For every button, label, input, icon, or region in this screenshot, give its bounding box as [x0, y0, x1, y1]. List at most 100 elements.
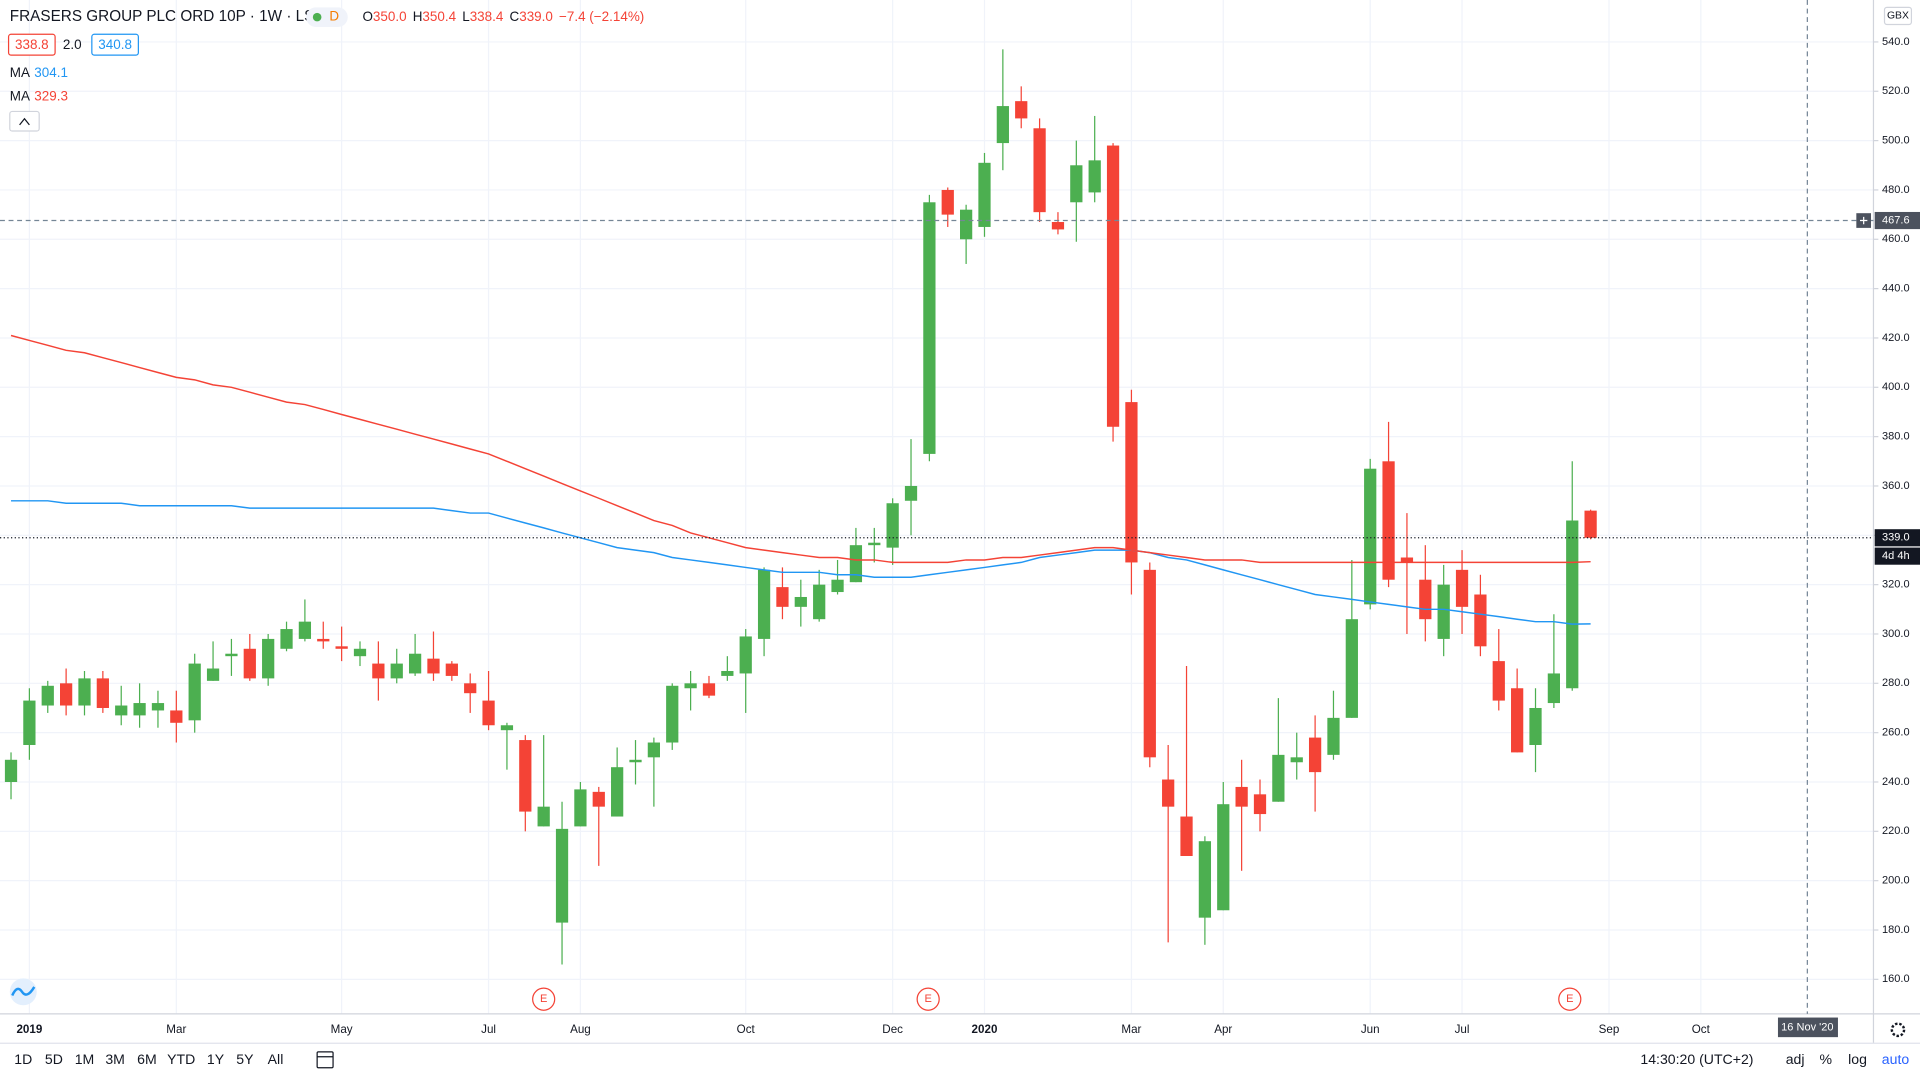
legend-name: MA: [10, 88, 30, 103]
candle-body: [1492, 661, 1505, 701]
option-button[interactable]: %: [1819, 1051, 1832, 1067]
y-tick-label: 260.0: [1882, 727, 1910, 739]
candle-body: [849, 545, 863, 583]
x-tick-label: Mar: [166, 1023, 186, 1036]
candle-body: [1253, 794, 1267, 815]
candle-body: [1198, 841, 1212, 918]
candle-body: [666, 685, 679, 743]
y-tick-label: 360.0: [1882, 480, 1910, 492]
candle-body: [555, 828, 569, 923]
currency-box: [1883, 6, 1913, 26]
candle-body: [868, 542, 881, 546]
x-tick-label: Jun: [1361, 1023, 1380, 1036]
candle-body: [390, 663, 403, 679]
candle-body: [1088, 160, 1101, 193]
range-button[interactable]: YTD: [167, 1051, 195, 1067]
y-tick-label: 300.0: [1882, 628, 1910, 640]
candle-body: [115, 705, 128, 716]
x-tick-label: Oct: [737, 1023, 756, 1036]
bid: 338.8: [15, 37, 49, 52]
candle-body: [1364, 468, 1377, 605]
candle-body: [262, 638, 275, 679]
candle-body: [188, 663, 201, 721]
candle-body: [317, 638, 330, 642]
change: −7.4 (−2.14%): [559, 9, 644, 24]
candle-body: [960, 209, 973, 240]
status-dot: [312, 12, 322, 22]
x-tick-label: Dec: [882, 1023, 903, 1036]
ohlc-key: H: [413, 9, 423, 24]
candle-body: [794, 596, 807, 607]
y-tick-label: 320.0: [1882, 579, 1910, 591]
x-tick-label: Mar: [1121, 1023, 1141, 1036]
y-tick-label: 420.0: [1882, 332, 1910, 344]
range-button[interactable]: 5D: [45, 1051, 63, 1067]
event-marker[interactable]: [532, 987, 556, 1011]
ohlc-value: 350.0: [373, 9, 407, 24]
candle-body: [592, 791, 605, 807]
range-button[interactable]: 1M: [75, 1051, 95, 1067]
y-tick-label: 200.0: [1882, 875, 1910, 887]
candle-body: [647, 742, 660, 758]
last-price-label: 339.0: [1882, 532, 1910, 544]
y-tick-label: 440.0: [1882, 283, 1910, 295]
range-button[interactable]: 6M: [137, 1051, 157, 1067]
event-label: E: [540, 993, 547, 1005]
option-button[interactable]: log: [1848, 1051, 1867, 1067]
y-tick-label: 500.0: [1882, 135, 1910, 147]
legend-value: 304.1: [34, 65, 68, 80]
candle-body: [298, 621, 312, 639]
y-tick-label: 380.0: [1882, 431, 1910, 443]
ohlc-value: 350.4: [422, 9, 456, 24]
collapse-button[interactable]: [9, 110, 40, 132]
range-button[interactable]: 5Y: [236, 1051, 254, 1067]
candle-body: [1106, 145, 1120, 427]
ohlc: O350.0 H350.4 L338.4 C339.0 −7.4 (−2.14%): [362, 9, 644, 24]
candle-body: [1437, 584, 1450, 639]
candle-body: [500, 725, 514, 731]
currency: GBX: [1887, 11, 1909, 22]
settings-icon[interactable]: [1890, 1022, 1906, 1038]
option-button[interactable]: adj: [1786, 1051, 1805, 1067]
legend-name: MA: [10, 65, 30, 80]
ohlc-key: O: [362, 9, 372, 24]
x-tick-label: 2020: [972, 1023, 998, 1036]
chart-title: FRASERS GROUP PLC ORD 10P · 1W · LSE: [10, 8, 325, 25]
x-tick-label: Apr: [1214, 1023, 1232, 1036]
range-button[interactable]: 1D: [14, 1051, 32, 1067]
ask-box: [91, 33, 139, 56]
range-button[interactable]: 3M: [105, 1051, 125, 1067]
candle-body: [996, 106, 1009, 144]
candle-body: [335, 646, 348, 649]
y-tick-label: 460.0: [1882, 233, 1910, 245]
badge-label: D: [329, 9, 339, 24]
x-tick-label: May: [331, 1023, 353, 1036]
event-marker[interactable]: [916, 987, 940, 1011]
range-button[interactable]: All: [268, 1051, 284, 1067]
candle-body: [611, 767, 624, 817]
candle-body: [1547, 673, 1560, 704]
candle-body: [519, 740, 532, 812]
candle-body: [1272, 754, 1285, 802]
countdown: 4d 4h: [1882, 550, 1910, 562]
range-button[interactable]: 1Y: [207, 1051, 225, 1067]
calendar-icon[interactable]: [316, 1051, 334, 1069]
candle-body: [1400, 557, 1414, 563]
candle-body: [133, 703, 146, 716]
candle-body: [537, 806, 550, 827]
grid: [0, 0, 1874, 1014]
candle-body: [721, 670, 734, 676]
y-tick-label: 240.0: [1882, 776, 1910, 788]
crosshair-price-box: [1874, 211, 1920, 230]
option-button[interactable]: auto: [1882, 1051, 1910, 1067]
candle-body: [170, 710, 183, 723]
y-tick-label: 480.0: [1882, 184, 1910, 196]
candle-body: [941, 189, 954, 215]
candle-body: [813, 584, 826, 620]
crosshair-date-box: [1777, 1017, 1838, 1038]
event-marker[interactable]: [1558, 987, 1582, 1011]
candle-body: [1051, 222, 1065, 230]
candle-body: [1143, 569, 1156, 758]
